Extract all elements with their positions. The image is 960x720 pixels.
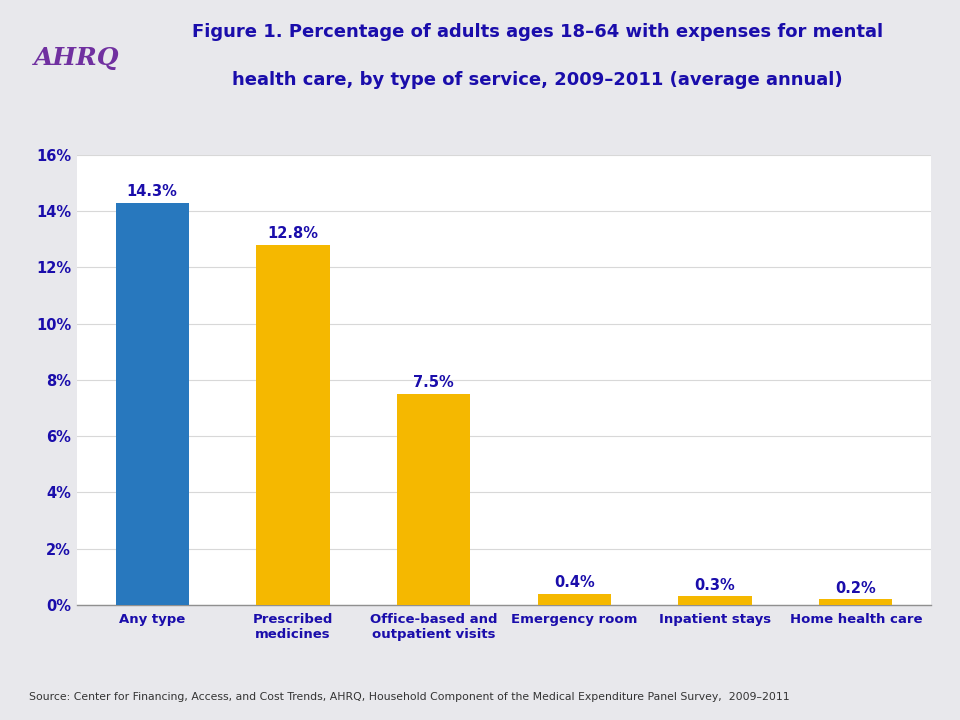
- Text: health care, by type of service, 2009–2011 (average annual): health care, by type of service, 2009–20…: [232, 71, 843, 89]
- Bar: [115, 202, 189, 605]
- Text: 0.4%: 0.4%: [554, 575, 595, 590]
- Text: 12.8%: 12.8%: [268, 226, 319, 241]
- Text: AHRQ: AHRQ: [34, 46, 120, 71]
- Text: Source: Center for Financing, Access, and Cost Trends, AHRQ, Household Component: Source: Center for Financing, Access, an…: [29, 692, 789, 702]
- Text: 0.3%: 0.3%: [695, 578, 735, 593]
- Bar: [819, 599, 893, 605]
- Text: 7.5%: 7.5%: [413, 376, 454, 390]
- Bar: [397, 394, 470, 605]
- Text: 14.3%: 14.3%: [127, 184, 178, 199]
- Bar: [256, 245, 329, 605]
- Text: Figure 1. Percentage of adults ages 18–64 with expenses for mental: Figure 1. Percentage of adults ages 18–6…: [192, 23, 883, 41]
- Text: 0.2%: 0.2%: [835, 581, 876, 596]
- Bar: [538, 593, 611, 605]
- Bar: [679, 596, 752, 605]
